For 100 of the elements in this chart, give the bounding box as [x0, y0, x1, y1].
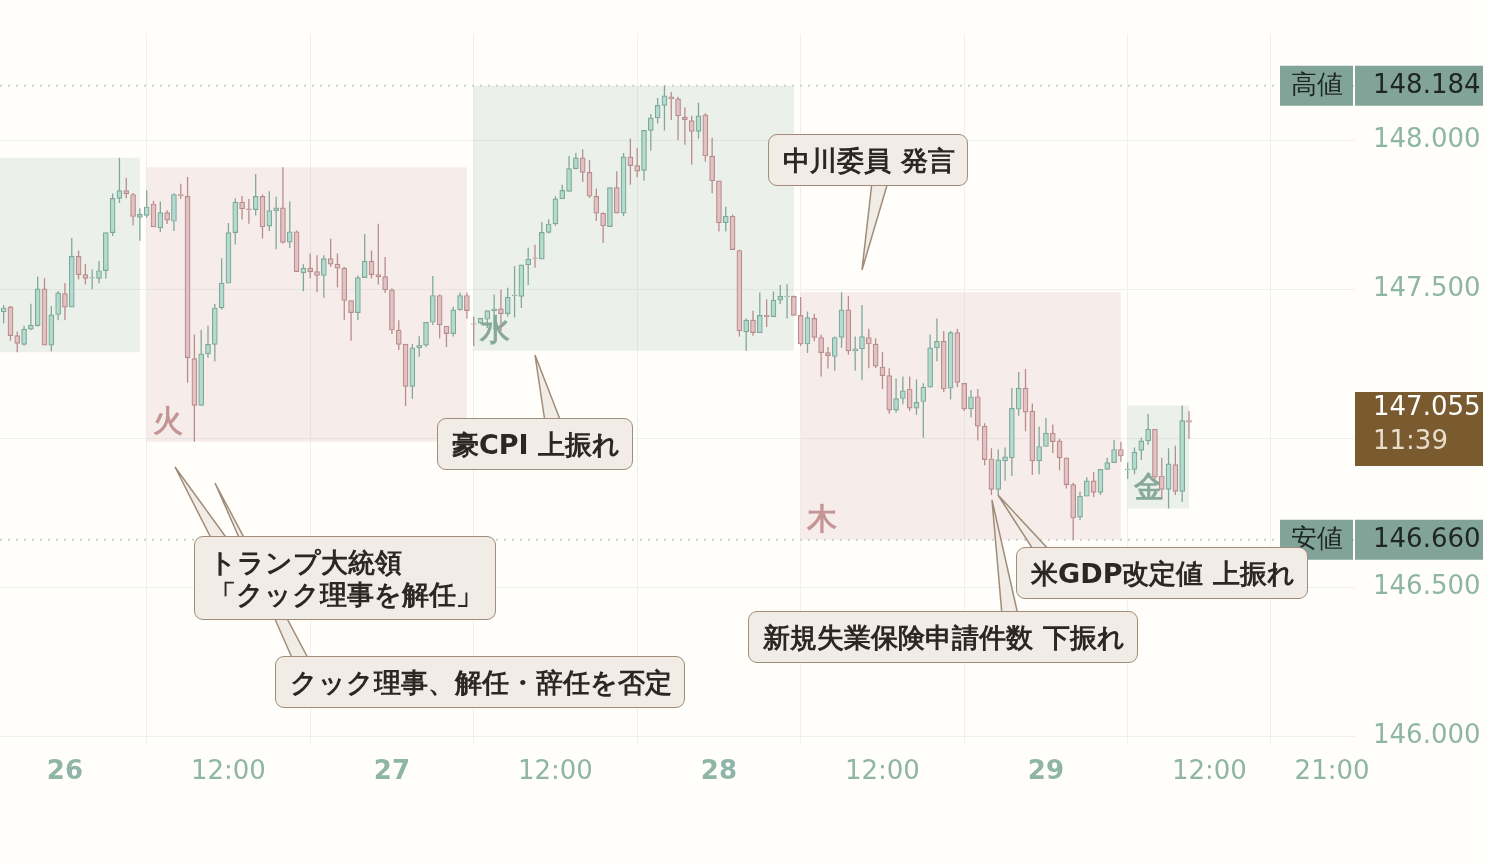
- candlestick: [62, 282, 68, 321]
- candlestick: [1022, 368, 1029, 432]
- text: 147.055: [1373, 390, 1481, 421]
- candlestick: [1090, 471, 1097, 498]
- candlestick: [314, 254, 320, 293]
- candlestick: [348, 299, 354, 342]
- candlestick: [273, 196, 279, 250]
- candlestick: [756, 291, 763, 334]
- candlestick: [668, 91, 675, 121]
- y-tick-label: 148.000: [1373, 123, 1481, 154]
- candlestick: [825, 346, 831, 370]
- candlestick: [21, 325, 27, 347]
- candlestick: [416, 335, 423, 358]
- text: 11:39: [1373, 424, 1448, 455]
- candlestick: [300, 263, 307, 292]
- candlestick: [859, 304, 865, 382]
- candlestick: [600, 211, 606, 244]
- x-tick-label: 12:00: [190, 755, 266, 786]
- candlestick: [1049, 423, 1056, 454]
- candlestick: [266, 190, 273, 232]
- candlestick: [1111, 439, 1117, 464]
- annotation: 米GDP改定値 上振れ: [1031, 558, 1295, 590]
- candlestick: [1097, 468, 1104, 496]
- candlestick: [123, 177, 130, 199]
- candlestick: [218, 257, 225, 311]
- annotation: 中川委員 発言: [783, 145, 955, 177]
- candlestick: [1043, 417, 1049, 448]
- x-tick-label: 12:00: [844, 755, 920, 786]
- candlestick: [831, 335, 838, 372]
- candlestick: [1015, 371, 1022, 417]
- candlestick: [811, 312, 818, 342]
- candlestick: [1165, 447, 1172, 510]
- candlestick: [239, 195, 245, 221]
- candlestick: [784, 283, 790, 320]
- x-tick-label: 21:00: [1294, 755, 1370, 786]
- band-label: 木: [805, 500, 838, 536]
- candlestick: [900, 375, 906, 405]
- candlestick: [722, 206, 729, 233]
- candlestick: [913, 378, 920, 416]
- candlestick: [443, 325, 450, 348]
- candlestick: [879, 351, 886, 390]
- x-tick-label: 28: [700, 755, 738, 786]
- band-label: 火: [152, 402, 183, 438]
- candlestick: [770, 290, 777, 318]
- candlestick: [593, 187, 600, 222]
- candlestick: [682, 106, 688, 146]
- candlestick: [552, 195, 559, 227]
- candlestick: [205, 325, 211, 359]
- candlestick: [865, 328, 872, 369]
- candlestick: [14, 330, 21, 354]
- candlestick: [320, 254, 327, 299]
- candlestick: [634, 147, 641, 178]
- candlestick: [246, 198, 252, 225]
- candlestick: [893, 377, 899, 414]
- candlestick: [457, 291, 463, 312]
- candlestick: [96, 260, 102, 285]
- candlestick: [654, 97, 661, 125]
- candlestick: [1138, 437, 1145, 461]
- y-tick-label: 146.500: [1373, 570, 1481, 601]
- candlestick: [150, 200, 157, 228]
- candlestick: [961, 382, 968, 412]
- candlestick: [130, 192, 136, 227]
- candlestick: [464, 291, 470, 320]
- candlestick: [28, 303, 34, 331]
- candlestick: [75, 249, 82, 281]
- candlestick: [252, 173, 259, 217]
- candlestick: [566, 155, 572, 193]
- candlestick: [579, 148, 586, 183]
- candlestick: [55, 290, 61, 321]
- candlestick: [137, 207, 143, 242]
- candlestick: [1145, 413, 1151, 446]
- annotation: 新規失業保険申請件数 下振れ: [763, 622, 1125, 654]
- candlestick: [375, 223, 382, 286]
- y-tick-label: 146.000: [1373, 719, 1481, 750]
- candlestick: [968, 389, 974, 419]
- candlestick: [934, 317, 940, 362]
- x-tick-label: 27: [373, 755, 411, 786]
- candlestick: [818, 333, 824, 378]
- candlestick: [450, 306, 457, 338]
- candlestick: [709, 137, 715, 194]
- candlestick: [1056, 438, 1063, 471]
- candlestick: [1118, 441, 1124, 463]
- candlestick: [872, 337, 879, 369]
- ref-line-label: 高値 148.184: [1291, 69, 1481, 100]
- candlestick: [511, 265, 518, 319]
- x-tick-label: 29: [1027, 755, 1065, 786]
- candlestick: [647, 113, 654, 152]
- candlestick: [1186, 410, 1192, 440]
- candlestick: [852, 335, 859, 372]
- candlestick: [586, 159, 593, 199]
- candlestick: [906, 375, 913, 412]
- candlestick: [661, 85, 668, 132]
- y-tick-label: 147.500: [1373, 272, 1481, 303]
- x-tick-label: 12:00: [517, 755, 593, 786]
- candlestick: [423, 321, 429, 348]
- candlestick: [82, 263, 89, 286]
- candlestick: [116, 157, 123, 204]
- annotation: トランプ大統領「クック理事を解任」: [209, 547, 483, 611]
- candlestick: [675, 96, 681, 141]
- candlestick: [1036, 425, 1042, 475]
